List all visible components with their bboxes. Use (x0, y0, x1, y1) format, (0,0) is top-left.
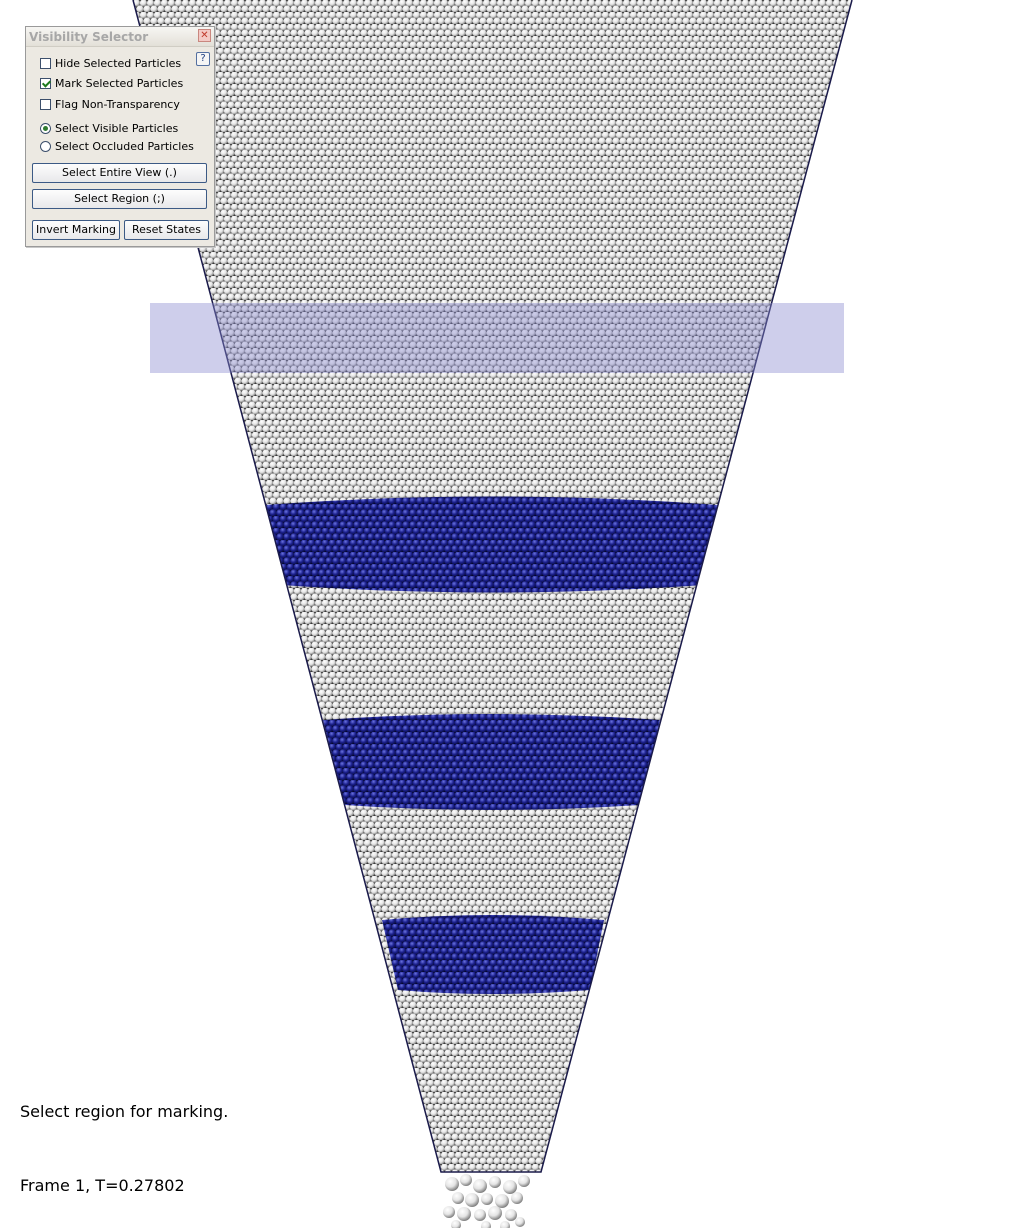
marked-band-3 (382, 915, 604, 994)
help-button[interactable]: ? (196, 52, 210, 66)
reset-states-button[interactable]: Reset States (124, 220, 209, 240)
marked-band-1 (265, 496, 718, 593)
checkbox-box[interactable] (40, 98, 51, 110)
selection-region (150, 303, 844, 373)
hide-selected-label: Hide Selected Particles (55, 56, 182, 70)
checkbox-box[interactable] (40, 77, 51, 89)
select-visible-radio[interactable]: Select Visible Particles (40, 120, 178, 136)
marked-band-2 (323, 714, 660, 810)
select-occluded-radio[interactable]: Select Occluded Particles (40, 138, 194, 154)
select-entire-view-button[interactable]: Select Entire View (.) (32, 163, 207, 183)
visibility-selector-window: Visibility Selector ✕ ? Hide Selected Pa… (25, 26, 215, 247)
mark-selected-checkbox[interactable]: Mark Selected Particles (40, 75, 183, 91)
window-titlebar[interactable]: Visibility Selector ✕ (26, 27, 214, 47)
flag-non-transparency-checkbox[interactable]: Flag Non-Transparency (40, 96, 180, 112)
close-icon[interactable]: ✕ (198, 29, 211, 42)
window-title: Visibility Selector (29, 30, 149, 44)
status-message: Select region for marking. (20, 1102, 229, 1121)
frame-readout: Frame 1, T=0.27802 (20, 1176, 185, 1195)
falling-particles (443, 1174, 530, 1228)
radio-button[interactable] (40, 140, 51, 152)
select-visible-label: Select Visible Particles (55, 121, 179, 135)
select-region-button[interactable]: Select Region (;) (32, 189, 207, 209)
invert-marking-button[interactable]: Invert Marking (32, 220, 120, 240)
select-occluded-label: Select Occluded Particles (55, 139, 194, 153)
funnel-outline (132, 0, 853, 1173)
radio-button[interactable] (40, 122, 51, 134)
mark-selected-label: Mark Selected Particles (55, 76, 184, 90)
flag-non-transparency-label: Flag Non-Transparency (55, 97, 180, 111)
checkbox-box[interactable] (40, 57, 51, 69)
hide-selected-checkbox[interactable]: Hide Selected Particles (40, 55, 181, 71)
